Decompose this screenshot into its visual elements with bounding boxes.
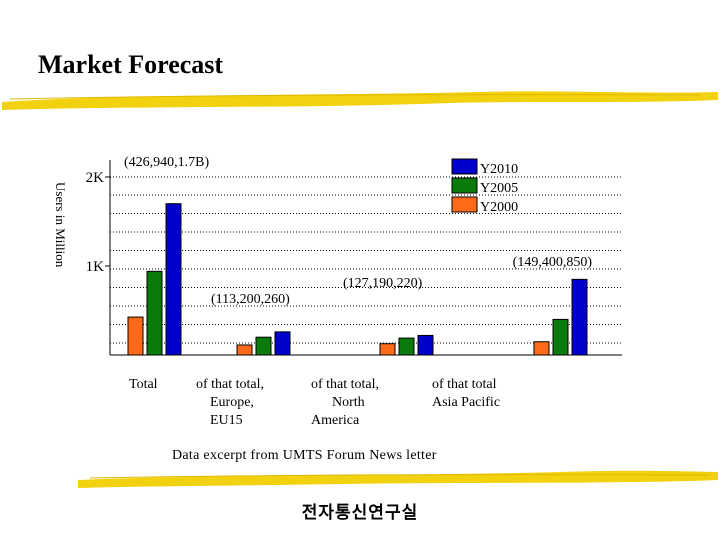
bar-y2000 bbox=[127, 316, 144, 356]
legend-label-y2010: Y2010 bbox=[480, 162, 518, 177]
source-underline-stroke bbox=[78, 470, 718, 488]
bar-y2000 bbox=[533, 341, 550, 356]
category-label-north-america: of that total, North America bbox=[311, 377, 380, 428]
y-tick-label: 2K bbox=[86, 170, 105, 186]
bar-y2005 bbox=[398, 337, 415, 356]
slide-title: Market Forecast bbox=[38, 50, 224, 79]
bar-y2005 bbox=[255, 336, 272, 356]
legend-label-y2005: Y2005 bbox=[480, 181, 518, 196]
data-annotation: (426,940,1.7B) bbox=[124, 155, 210, 170]
legend-label-y2000: Y2000 bbox=[480, 200, 518, 215]
category-label-europe: of that total, Europe, EU15 bbox=[196, 377, 265, 428]
title-underline-stroke bbox=[2, 91, 718, 110]
bar-y2010 bbox=[417, 334, 434, 356]
y-tick-label: 1K bbox=[86, 259, 105, 275]
y-axis-label: Users in Million bbox=[53, 182, 68, 268]
legend-swatch-y2010 bbox=[451, 158, 478, 175]
data-annotation: (113,200,260) bbox=[211, 292, 290, 307]
data-annotation: (149,400,850) bbox=[513, 255, 593, 270]
bar-y2000 bbox=[236, 344, 253, 356]
legend-swatch-y2005 bbox=[451, 177, 478, 194]
bar-y2005 bbox=[552, 318, 569, 356]
bar-y2010 bbox=[274, 331, 291, 356]
category-label-asia-pacific: of that total Asia Pacific bbox=[432, 377, 501, 410]
bar-y2005 bbox=[146, 270, 163, 356]
source-note: Data excerpt from UMTS Forum News letter bbox=[172, 448, 437, 463]
bar-y2000 bbox=[379, 343, 396, 356]
bar-y2010 bbox=[165, 203, 182, 356]
data-annotation: (127,190,220) bbox=[343, 276, 423, 291]
bar-y2010 bbox=[571, 278, 588, 356]
organization-name: 전자통신연구실 bbox=[301, 503, 419, 523]
legend-swatch-y2000 bbox=[451, 196, 478, 213]
category-label-total: Total bbox=[129, 377, 158, 392]
